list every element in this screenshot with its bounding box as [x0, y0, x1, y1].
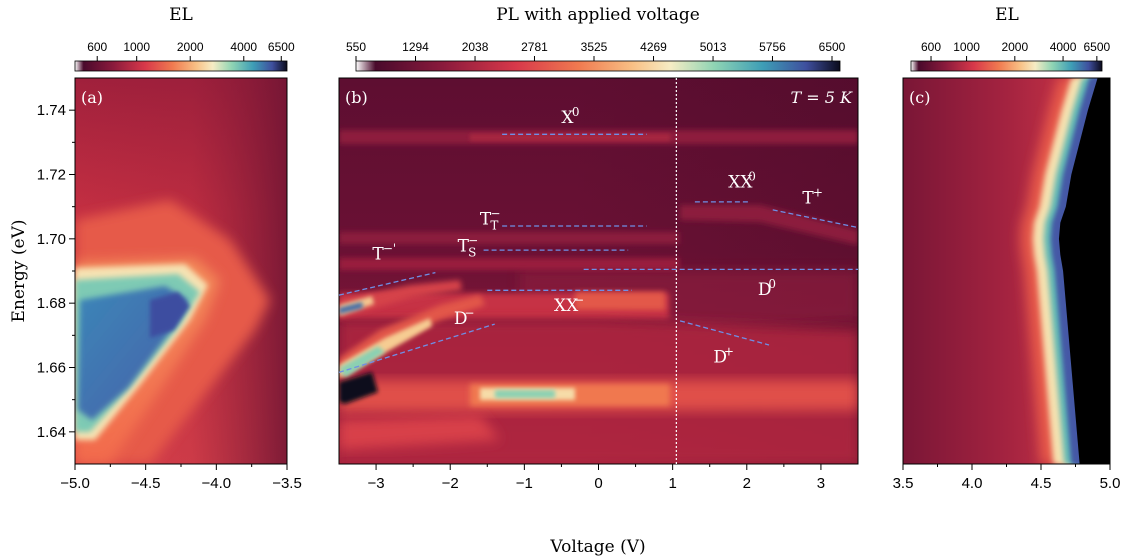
- y-tick-label: 1.70: [37, 231, 66, 248]
- x-tick-label: 5.0: [1100, 475, 1121, 492]
- x-tick-label: 0: [594, 475, 602, 492]
- colorbar-tick-label: 2000: [177, 40, 204, 54]
- panel-a-y-ticks: 1.64 1.66 1.68 1.70 1.72 1.74: [37, 102, 75, 441]
- annotation-guide-line: [338, 271, 436, 296]
- panel-c-colorbar: EL 600 1000 2000 4000 6500: [910, 5, 1111, 72]
- x-tick-label: 2: [743, 475, 751, 492]
- colorbar-tick-label: 2781: [521, 40, 548, 54]
- panel-a-colorbar: EL 600 1000 2000 4000 6500: [74, 5, 295, 72]
- x-tick-label: −2: [442, 475, 459, 492]
- annotation-label: T− T: [480, 206, 501, 232]
- x-tick-label: 3.5: [893, 475, 914, 492]
- panel-b-letter: (b): [345, 88, 368, 107]
- x-tick-label: 4.5: [1031, 475, 1052, 492]
- colorbar-tick-label: 2000: [1001, 40, 1028, 54]
- panel-b-heatmap: [339, 78, 858, 464]
- panel-a-x-ticks: −5.0 −4.5 −4.0 −3.5: [60, 464, 302, 492]
- colorbar-tick-label: 4000: [230, 40, 257, 54]
- y-tick-label: 1.68: [37, 295, 66, 312]
- panel-c-heatmap: [903, 78, 1110, 464]
- colorbar-tick-label: 1294: [402, 40, 429, 54]
- y-tick-label: 1.66: [37, 360, 66, 377]
- panel-a-colorbar-ticks: 600 1000 2000 4000 6500: [87, 40, 295, 61]
- x-tick-label: −1: [516, 475, 533, 492]
- annotation-guide-line: [772, 209, 859, 229]
- temperature-label: T = 5 K: [791, 88, 854, 107]
- y-axis-title: Energy (eV): [9, 219, 29, 322]
- colorbar-tick-label: 1000: [953, 40, 980, 54]
- y-tick-label: 1.74: [37, 102, 66, 119]
- colorbar-tick-label: 5013: [700, 40, 727, 54]
- annotation-label: X0: [561, 105, 579, 128]
- panel-a-heatmap: [75, 78, 287, 464]
- colorbar-tick-label: 2038: [462, 40, 489, 54]
- annotation-label: D+: [713, 345, 734, 368]
- colorbar-tick-label: 6500: [268, 40, 295, 54]
- y-tick-label: 1.64: [37, 424, 66, 441]
- panel-b-colorbar: PL with applied voltage 550 1294 2038 2781 3…: [346, 5, 846, 72]
- annotation-label: D0: [758, 277, 776, 300]
- annotation-guide-line: [679, 320, 770, 346]
- panel-c-x-ticks: 3.5 4.0 4.5 5.0: [893, 464, 1121, 492]
- x-tick-label: 4.0: [962, 475, 983, 492]
- colorbar-tick-label: 550: [346, 40, 366, 54]
- panel-c-colorbar-title: EL: [995, 5, 1019, 25]
- x-tick-label: 3: [817, 475, 825, 492]
- x-tick-label: −5.0: [60, 475, 90, 492]
- colorbar-tick-label: 600: [921, 40, 941, 54]
- panel-b: (b) T = 5 K X0 XX0 T+ T− TT− S T−' D0 XX− D− D+ PL…: [338, 5, 859, 557]
- panel-a-colorbar-bar: [74, 60, 288, 72]
- panel-c-colorbar-bar: [910, 60, 1103, 72]
- colorbar-tick-label: 3525: [581, 40, 608, 54]
- y-tick-label: 1.72: [37, 167, 66, 184]
- x-tick-label: 1: [668, 475, 676, 492]
- annotation-label: T+: [802, 185, 823, 208]
- annotation-label: XX−: [554, 293, 584, 316]
- colorbar-tick-label: 1000: [123, 40, 150, 54]
- x-tick-label: −4.5: [131, 475, 161, 492]
- colorbar-tick-label: 6500: [1083, 40, 1110, 54]
- panel-b-annotations: X0 XX0 T+ T− TT− S T−' D0 XX− D− D+: [338, 105, 859, 373]
- colorbar-tick-label: 4000: [1050, 40, 1077, 54]
- panel-b-colorbar-title: PL with applied voltage: [496, 5, 700, 25]
- panel-c-colorbar-ticks: 600 1000 2000 4000 6500: [921, 40, 1111, 61]
- annotation-label: T− S: [458, 234, 479, 260]
- panel-c: (c) EL 600 1000 2000 4000 6500 3.5 4.0 4.5 5.0: [893, 5, 1121, 492]
- colorbar-tick-label: 6500: [819, 40, 846, 54]
- annotation-label: T−': [372, 242, 396, 265]
- x-tick-label: −3: [368, 475, 385, 492]
- x-tick-label: −3.5: [272, 475, 302, 492]
- panel-b-x-ticks: −3 −2 −1 0 1 2 3: [368, 464, 825, 492]
- panel-b-colorbar-bar: [355, 60, 841, 72]
- panel-a: (a) EL 600 1000 2000 4000 6500 −5.0 −4.5 −4.0−…: [9, 5, 302, 492]
- panel-b-colorbar-ticks: 550 1294 2038 2781 3525 4269 5013 5756 6500: [346, 40, 846, 61]
- x-tick-label: −4.0: [202, 475, 232, 492]
- panel-a-letter: (a): [81, 88, 103, 107]
- colorbar-tick-label: 600: [87, 40, 107, 54]
- annotation-label: D−: [454, 306, 475, 329]
- colorbar-tick-label: 5756: [759, 40, 786, 54]
- annotation-label: XX0: [728, 169, 756, 192]
- panel-a-colorbar-title: EL: [169, 5, 193, 25]
- colorbar-tick-label: 4269: [640, 40, 667, 54]
- panel-c-letter: (c): [909, 88, 930, 107]
- annotation-guide-line: [338, 323, 495, 373]
- x-axis-title: Voltage (V): [549, 537, 645, 557]
